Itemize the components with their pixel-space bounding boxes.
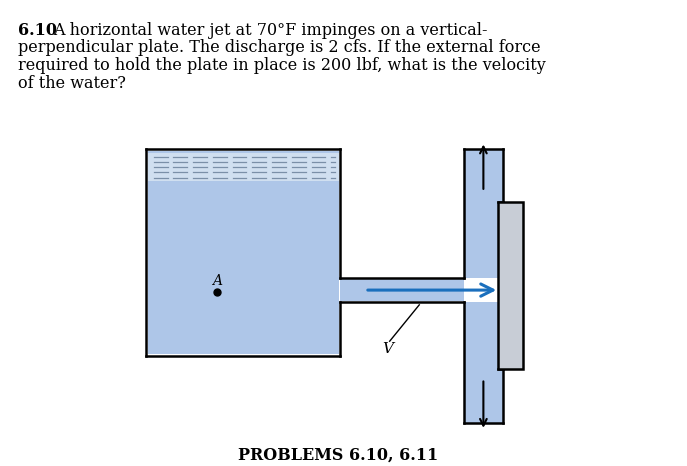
Text: V: V <box>382 342 393 356</box>
Text: of the water?: of the water? <box>18 75 126 92</box>
Bar <box>148 153 339 181</box>
Text: 6.10: 6.10 <box>18 21 57 39</box>
Bar <box>148 151 339 354</box>
Bar <box>464 302 503 423</box>
Bar <box>498 202 523 369</box>
Text: PROBLEMS 6.10, 6.11: PROBLEMS 6.10, 6.11 <box>238 446 438 464</box>
Text: perpendicular plate. The discharge is 2 cfs. If the external force: perpendicular plate. The discharge is 2 … <box>18 39 541 56</box>
Text: A horizontal water jet at 70°F impinges on a vertical-: A horizontal water jet at 70°F impinges … <box>54 21 488 39</box>
Bar <box>464 150 503 278</box>
Text: required to hold the plate in place is 200 lbf, what is the velocity: required to hold the plate in place is 2… <box>18 57 545 74</box>
Bar <box>340 279 464 302</box>
Text: A: A <box>212 274 222 288</box>
